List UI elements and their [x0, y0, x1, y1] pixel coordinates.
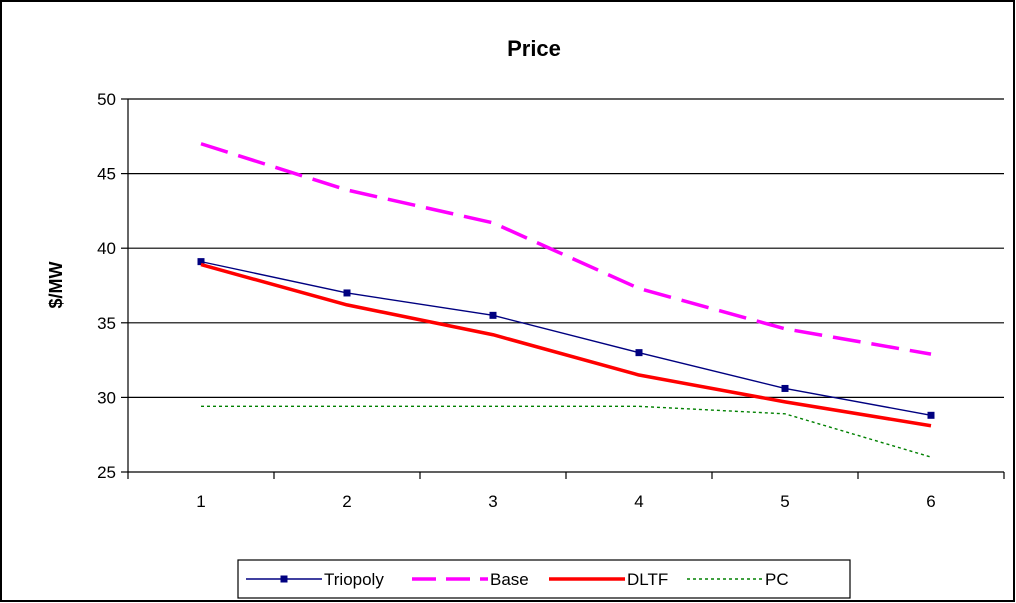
y-tick-label: 35: [97, 314, 116, 333]
data-point-triopoly: [489, 311, 497, 319]
x-tick-label: 4: [634, 492, 643, 511]
y-tick-label: 30: [97, 388, 116, 407]
series-lines: [197, 142, 935, 458]
axes: [121, 98, 1005, 479]
y-tick-label: 45: [97, 165, 116, 184]
x-tick-label: 2: [342, 492, 351, 511]
legend-marker-triopoly: [280, 575, 288, 583]
x-tick-label: 3: [488, 492, 497, 511]
data-point-triopoly: [927, 411, 935, 419]
legend: Triopoly Base DLTF PC: [237, 559, 851, 599]
x-tick-label: 5: [780, 492, 789, 511]
data-point-triopoly: [343, 289, 351, 297]
legend-label-base: Base: [490, 570, 529, 589]
legend-label-pc: PC: [765, 570, 789, 589]
legend-label-triopoly: Triopoly: [324, 570, 384, 589]
x-tick-label: 1: [196, 492, 205, 511]
data-point-triopoly: [197, 258, 205, 266]
y-tick-labels: 25 30 35 40 45 50: [97, 90, 116, 482]
series-line-pc: [201, 405, 932, 458]
series-line-triopoly: [200, 260, 932, 416]
series-line-base: [200, 142, 932, 356]
x-tick-label: 6: [926, 492, 935, 511]
data-point-triopoly: [781, 384, 789, 392]
y-axis-label: $/MW: [46, 261, 66, 308]
chart-title: Price: [507, 36, 561, 61]
data-point-triopoly: [635, 349, 643, 357]
legend-label-dltf: DLTF: [627, 570, 668, 589]
y-tick-label: 50: [97, 90, 116, 109]
x-tick-labels: 1 2 3 4 5 6: [196, 492, 935, 511]
gridlines: [128, 98, 1004, 398]
series-line-dltf: [200, 262, 932, 428]
y-tick-label: 25: [97, 463, 116, 482]
y-tick-label: 40: [97, 239, 116, 258]
